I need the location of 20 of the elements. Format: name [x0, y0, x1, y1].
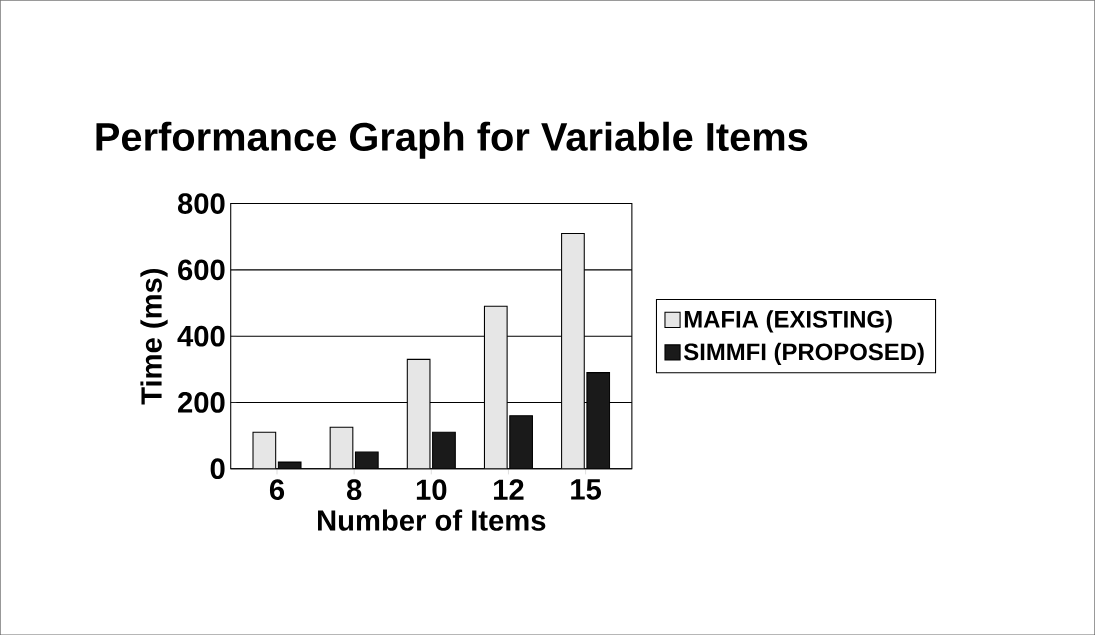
legend-label: MAFIA (EXISTING)	[684, 310, 892, 333]
x-tick-label: 12	[494, 479, 524, 500]
bar	[483, 305, 508, 469]
chart-title: Performance Graph for Variable Items	[96, 121, 808, 159]
y-tick-label: 800	[177, 193, 225, 214]
x-tick-label: 6	[269, 479, 285, 500]
bar	[277, 461, 302, 469]
x-tick-label: 10	[416, 479, 447, 500]
y-tick-label: 400	[177, 325, 225, 347]
bar	[406, 358, 431, 469]
y-axis-title: Time (ms)	[140, 268, 168, 405]
y-tick-label: 0	[210, 458, 225, 479]
x-tick-label: 15	[571, 479, 602, 500]
legend-label: SIMMFI (PROPOSED)	[683, 342, 924, 365]
x-axis-title: Number of Items	[318, 509, 546, 531]
y-tick-label: 600	[178, 259, 225, 281]
bar	[354, 451, 379, 469]
x-tick-label: 8	[346, 479, 362, 500]
y-tick-label: 200	[178, 391, 225, 413]
bar	[561, 232, 585, 469]
